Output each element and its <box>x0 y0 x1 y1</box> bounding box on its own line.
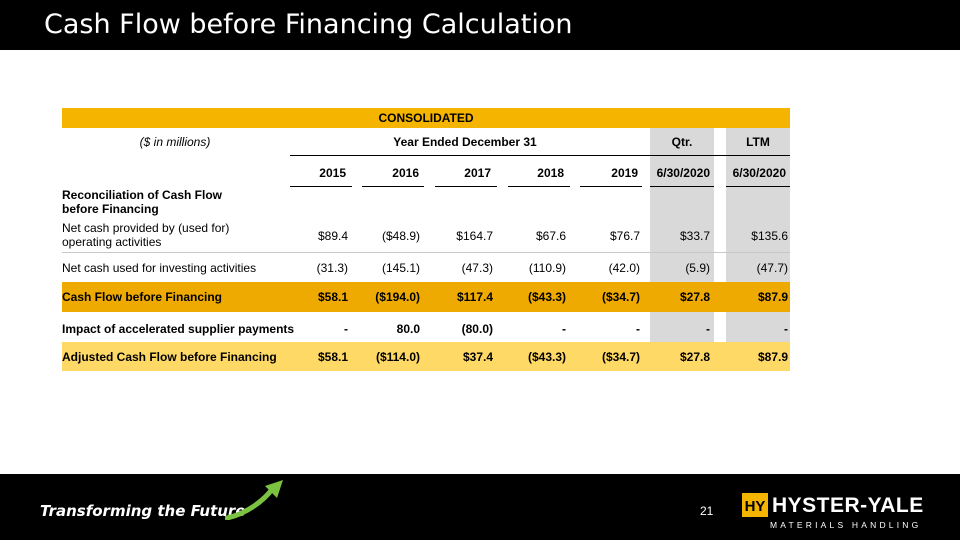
table-cell: (80.0) <box>461 322 493 336</box>
table-cell: (47.7) <box>756 261 788 275</box>
col-header-2018: 2018 <box>537 166 564 180</box>
col-header-ltm-date: 6/30/2020 <box>732 166 786 180</box>
table-cell: $135.6 <box>751 229 788 243</box>
table-cell: $37.4 <box>462 350 493 364</box>
qtr-column-shade <box>650 128 714 371</box>
page-title: Cash Flow before Financing Calculation <box>44 9 573 40</box>
table-cell: - <box>636 322 640 336</box>
table-cell: (47.3) <box>461 261 493 275</box>
ltm-group-header: LTM <box>746 135 770 149</box>
consolidated-banner: CONSOLIDATED <box>62 108 790 128</box>
col-header-qtr-date: 6/30/2020 <box>656 166 710 180</box>
table-cell: (5.9) <box>685 261 710 275</box>
table-cell: $164.7 <box>456 229 493 243</box>
table-cell: ($34.7) <box>601 290 640 304</box>
col-header-2017: 2017 <box>464 166 491 180</box>
row-label-operating: Net cash provided by (used for) operatin… <box>62 221 230 249</box>
col-underline-2015 <box>290 186 352 187</box>
table-cell: - <box>784 322 788 336</box>
table-cell: ($43.3) <box>527 350 566 364</box>
col-header-2015: 2015 <box>319 166 346 180</box>
table-cell: $33.7 <box>679 229 710 243</box>
adjusted-cash-flow-row: Adjusted Cash Flow before Financing $58.… <box>62 342 790 371</box>
table-cell: (145.1) <box>381 261 420 275</box>
table-cell: $67.6 <box>535 229 566 243</box>
col-underline-2016 <box>362 186 424 187</box>
row-label-adjusted: Adjusted Cash Flow before Financing <box>62 350 277 364</box>
col-underline-2017 <box>435 186 497 187</box>
col-underline-qtr <box>650 186 714 187</box>
col-underline-ltm <box>726 186 790 187</box>
logo-name: HYSTER-YALE <box>772 494 924 517</box>
table-cell: (42.0) <box>608 261 640 275</box>
col-header-2016: 2016 <box>392 166 419 180</box>
row-label-impact: Impact of accelerated supplier payments <box>62 322 295 336</box>
units-label: ($ in millions) <box>139 135 211 149</box>
table-cell: $89.4 <box>317 229 348 243</box>
section-label: Reconciliation of Cash Flow before Finan… <box>62 188 223 216</box>
footer-bar: Transforming the Future 21 HY HYSTER-YAL… <box>0 474 960 540</box>
table-cell: $27.8 <box>679 290 710 304</box>
table-cell: $58.1 <box>317 290 348 304</box>
table-cell: $117.4 <box>456 290 493 304</box>
table-cell: ($114.0) <box>375 350 420 364</box>
table-cell: - <box>706 322 710 336</box>
logo-subtitle: MATERIALS HANDLING <box>770 520 922 530</box>
qtr-group-header: Qtr. <box>671 135 693 149</box>
table-cell: $76.7 <box>609 229 640 243</box>
table-cell: - <box>344 322 348 336</box>
col-underline-2018 <box>508 186 570 187</box>
header-bar: Cash Flow before Financing Calculation <box>0 0 960 50</box>
year-group-header: Year Ended December 31 <box>393 135 537 149</box>
swoosh-arrow-icon <box>225 480 283 520</box>
table-cell: $87.9 <box>757 350 788 364</box>
table-cell: ($43.3) <box>527 290 566 304</box>
page-number: 21 <box>700 504 714 518</box>
table-cell: 80.0 <box>396 322 420 336</box>
svg-text:HY: HY <box>745 498 766 515</box>
hy-logo-icon: HY <box>742 493 768 517</box>
ltm-column-shade <box>726 128 790 371</box>
cash-flow-row: Cash Flow before Financing $58.1 ($194.0… <box>62 282 790 312</box>
table-cell: (110.9) <box>528 261 566 275</box>
row-divider <box>62 252 790 253</box>
table-cell: - <box>562 322 566 336</box>
table-cell: ($48.9) <box>381 229 420 243</box>
row-label-investing: Net cash used for investing activities <box>62 261 257 275</box>
table-cell: ($194.0) <box>375 290 420 304</box>
group-header-underline <box>290 155 790 156</box>
tagline: Transforming the Future <box>40 502 246 520</box>
table-cell: ($34.7) <box>601 350 640 364</box>
col-header-2019: 2019 <box>611 166 638 180</box>
table-cell: $87.9 <box>757 290 788 304</box>
table-cell: $58.1 <box>317 350 348 364</box>
col-underline-2019 <box>580 186 642 187</box>
cash-flow-table: CONSOLIDATED ($ in millions) Year Ended … <box>62 108 790 371</box>
row-label-cash-flow: Cash Flow before Financing <box>62 290 223 304</box>
table-cell: (31.3) <box>316 261 348 275</box>
table-cell: $27.8 <box>679 350 710 364</box>
banner-label: CONSOLIDATED <box>378 111 474 125</box>
